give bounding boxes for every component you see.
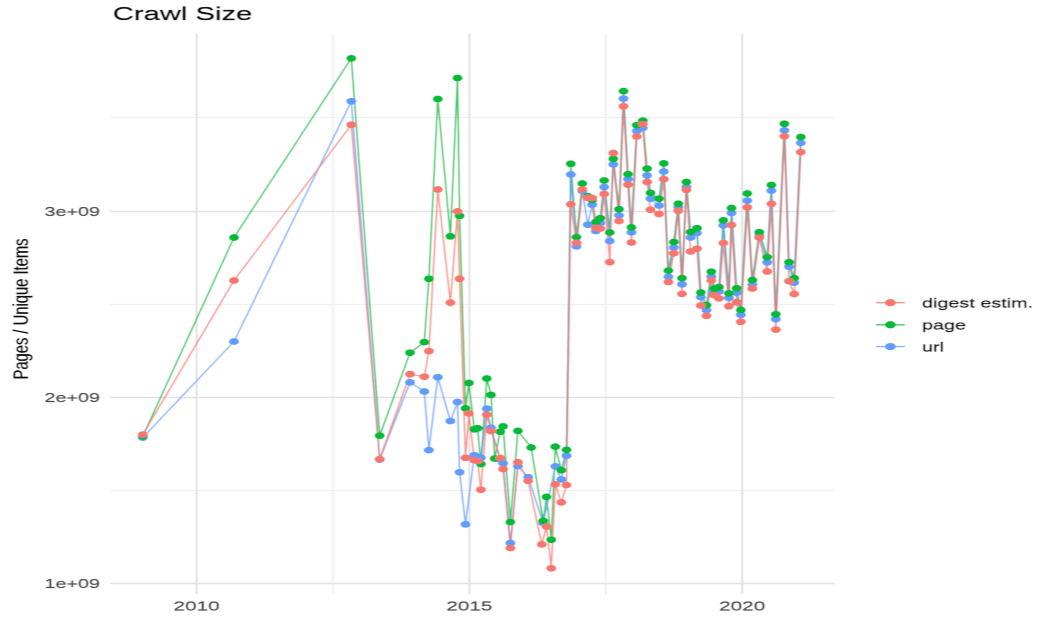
svg-text:2010: 2010 — [174, 599, 220, 614]
svg-text:2020: 2020 — [719, 599, 765, 614]
svg-text:page: page — [922, 318, 966, 333]
svg-text:Pages / Unique Items: Pages / Unique Items — [9, 238, 33, 379]
svg-text:url: url — [922, 340, 944, 355]
svg-text:1e+09: 1e+09 — [45, 576, 101, 591]
svg-text:2e+09: 2e+09 — [45, 390, 101, 405]
svg-text:digest estim.: digest estim. — [922, 296, 1033, 311]
svg-text:3e+09: 3e+09 — [45, 204, 101, 219]
svg-text:Crawl Size: Crawl Size — [113, 4, 252, 24]
svg-text:2015: 2015 — [446, 599, 492, 614]
